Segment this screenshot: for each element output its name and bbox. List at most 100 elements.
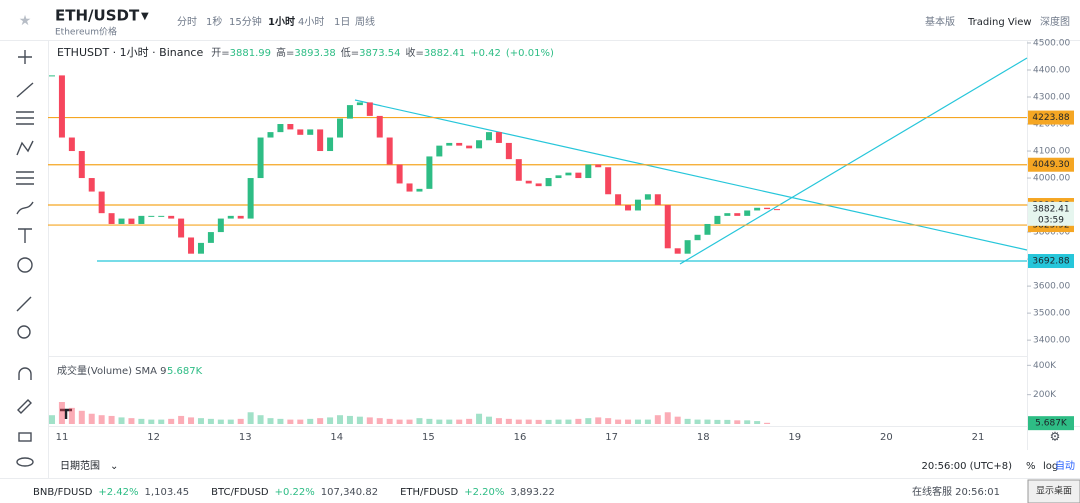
timezone-clock[interactable]: 20:56:00 (UTC+8) xyxy=(922,461,1013,472)
candle xyxy=(764,207,771,210)
volume-bar xyxy=(535,419,542,424)
candle xyxy=(466,145,473,149)
candle xyxy=(257,137,264,179)
interval-tab[interactable]: 4小时 xyxy=(298,16,324,28)
ticker-price[interactable]: 1,103.45 xyxy=(145,487,190,498)
candle xyxy=(148,215,155,217)
auto-toggle[interactable]: 自动 xyxy=(1055,459,1075,472)
candle xyxy=(555,175,562,179)
volume-bar xyxy=(386,418,393,424)
candle xyxy=(138,215,145,224)
volume-bar xyxy=(337,415,344,424)
lock-tool[interactable] xyxy=(18,432,32,442)
fib-tool[interactable] xyxy=(16,171,34,185)
candle xyxy=(634,199,641,211)
candle xyxy=(575,172,582,179)
interval-tab[interactable]: 1日 xyxy=(334,17,350,28)
interval-tab[interactable]: 1小时 xyxy=(268,15,295,28)
ticker-change[interactable]: +0.22% xyxy=(275,487,315,498)
price-tick-label: 4000.00 xyxy=(1033,174,1070,184)
candle xyxy=(734,213,741,216)
ticker-change[interactable]: +2.20% xyxy=(464,487,504,498)
favorite-star[interactable]: ★ xyxy=(19,13,32,29)
ticker-price[interactable]: 3,893.22 xyxy=(510,487,555,498)
candle xyxy=(654,194,661,206)
ticker-symbol[interactable]: ETH/FDUSD xyxy=(400,487,458,498)
volume-bar xyxy=(426,418,433,424)
volume-bar xyxy=(68,407,75,424)
view-tab[interactable]: 深度图 xyxy=(1040,15,1070,28)
volume-bar xyxy=(485,416,492,424)
price-tick-label: 4400.00 xyxy=(1033,65,1070,75)
candle xyxy=(237,215,244,219)
ticker-price[interactable]: 107,340.82 xyxy=(321,487,378,498)
zoom-tool[interactable] xyxy=(17,325,31,339)
line-tool[interactable] xyxy=(16,82,34,98)
brush-tool[interactable] xyxy=(16,201,34,215)
tooltip: 显示桌面 xyxy=(1036,485,1072,497)
crosshair-tool[interactable] xyxy=(18,50,32,64)
x-tick-label: 20 xyxy=(880,432,893,443)
candle xyxy=(754,207,761,211)
candle xyxy=(337,118,344,138)
volume-bar xyxy=(644,419,651,424)
log-toggle[interactable]: log xyxy=(1043,461,1058,472)
subtitle[interactable]: Ethereum价格 xyxy=(55,26,117,38)
ticker-change[interactable]: +2.42% xyxy=(98,487,138,498)
volume-bar xyxy=(118,417,125,424)
candle xyxy=(644,194,651,200)
settings-icon[interactable]: ⚙ xyxy=(1050,430,1061,444)
legend-title: ETHUSDT · 1小时 · Binance xyxy=(57,46,203,59)
candle xyxy=(197,242,204,254)
view-tab[interactable]: Trading View xyxy=(967,17,1032,28)
interval-tab[interactable]: 分时 xyxy=(177,16,197,28)
candle xyxy=(605,167,612,195)
price-level-box xyxy=(1028,157,1074,172)
magnet-tool[interactable] xyxy=(18,367,32,380)
candle xyxy=(188,237,195,254)
view-tab[interactable]: 基本版 xyxy=(925,15,955,28)
pattern-tool[interactable] xyxy=(16,140,34,156)
date-range-caret[interactable]: ⌄ xyxy=(110,461,118,472)
last-price: 3882.41 xyxy=(1032,204,1069,214)
text-tool[interactable] xyxy=(18,228,32,243)
candle xyxy=(168,215,175,219)
candle xyxy=(446,142,453,146)
interval-tab[interactable]: 1秒 xyxy=(206,15,222,28)
volume-bar xyxy=(277,418,284,424)
candle xyxy=(346,105,353,119)
volume-bar xyxy=(327,417,334,424)
x-tick-label: 17 xyxy=(605,432,618,443)
volume-bar xyxy=(148,419,155,424)
support[interactable]: 在线客服 xyxy=(912,485,952,498)
x-tick-label: 18 xyxy=(697,432,710,443)
interval-tab[interactable]: 15分钟 xyxy=(229,15,262,28)
info-value: (+0.01%) xyxy=(506,48,554,59)
percent-toggle[interactable]: % xyxy=(1026,461,1036,472)
volume-bar xyxy=(634,419,641,424)
emoji-tool[interactable] xyxy=(17,257,33,273)
volume-bar xyxy=(227,419,234,424)
candle xyxy=(297,129,304,135)
volume-bar xyxy=(49,415,55,424)
draw-lock-tool[interactable] xyxy=(17,399,32,414)
volume-bar xyxy=(287,419,294,424)
price-level-box xyxy=(1028,254,1074,269)
interval-tab[interactable]: 周线 xyxy=(355,15,375,28)
ruler-tool[interactable] xyxy=(16,296,32,312)
toolbar-icons xyxy=(16,50,34,467)
volume-bar xyxy=(396,419,403,424)
symbol[interactable]: ETH/USDT xyxy=(55,7,140,25)
countdown: 03:59 xyxy=(1038,215,1064,225)
candle xyxy=(287,124,294,130)
date-range[interactable]: 日期范围 xyxy=(60,459,100,472)
ticker-symbol[interactable]: BNB/FDUSD xyxy=(33,487,93,498)
volume-bar xyxy=(138,418,145,424)
volume-bar xyxy=(575,418,582,424)
ticker-symbol[interactable]: BTC/FDUSD xyxy=(211,487,269,498)
visibility-tool[interactable] xyxy=(16,457,34,467)
symbol-dropdown[interactable]: ▼ xyxy=(141,11,149,22)
hline-tool[interactable] xyxy=(16,111,34,125)
x-tick-label: 15 xyxy=(422,432,435,443)
